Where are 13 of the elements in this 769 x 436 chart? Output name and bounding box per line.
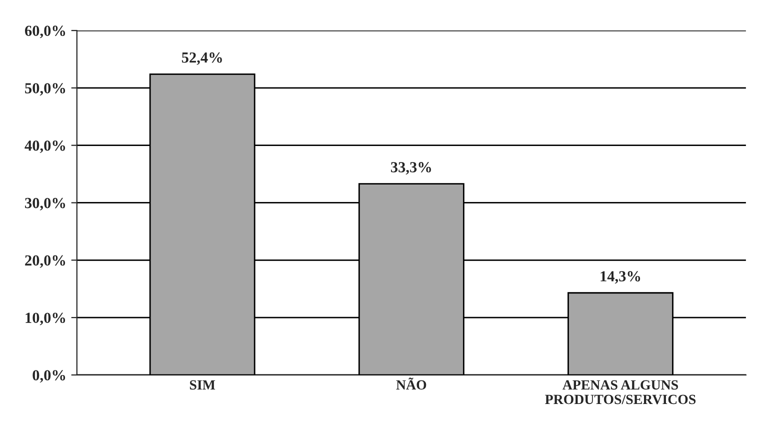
x-tick-label: SIM	[190, 380, 216, 390]
data-label: 33,3%	[390, 162, 431, 175]
data-label: 14,3%	[600, 271, 640, 284]
y-tick-label: 0,0%	[32, 370, 66, 383]
x-tick-label: NÃO	[396, 378, 426, 390]
y-tick-label: 40,0%	[24, 140, 66, 153]
data-label: 52,4%	[182, 52, 222, 65]
y-tick-label: 30,0%	[25, 198, 66, 210]
y-tick-label: 10,0%	[26, 312, 66, 326]
y-tick-label: 20,0%	[25, 255, 66, 268]
y-tick-label: 60,0%	[24, 26, 66, 38]
x-tick-label: APENAS ALGUNS PRODUTOS/SERVICOS	[545, 380, 696, 404]
y-tick-label: 50,0%	[25, 83, 66, 96]
